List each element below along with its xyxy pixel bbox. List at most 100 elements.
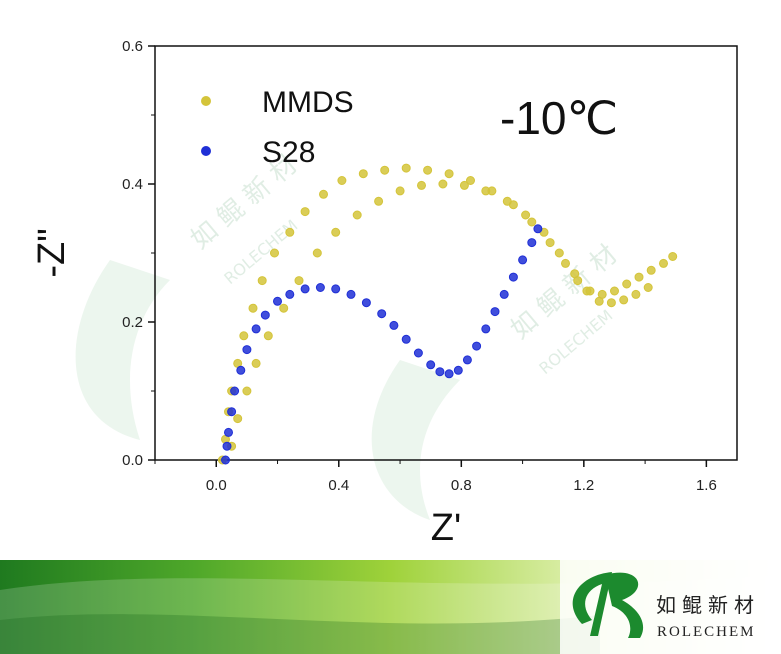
logo-text-en: ROLECHEM xyxy=(657,624,756,640)
data-point xyxy=(646,265,656,275)
data-point xyxy=(377,309,387,319)
data-point xyxy=(401,334,411,344)
series-s28 xyxy=(221,224,543,465)
data-point xyxy=(222,441,232,451)
data-point xyxy=(260,310,270,320)
series-layer xyxy=(217,163,678,465)
company-logo: 如鲲新材 ROLECHEM xyxy=(572,572,756,640)
data-point xyxy=(453,365,463,375)
data-point xyxy=(594,296,604,306)
data-point xyxy=(239,331,249,341)
data-point xyxy=(230,386,240,396)
data-point xyxy=(273,296,282,306)
data-point xyxy=(462,355,472,365)
data-point xyxy=(490,307,500,317)
data-point xyxy=(582,286,592,296)
data-point xyxy=(481,324,491,334)
x-tick-label: 1.6 xyxy=(696,477,717,494)
data-point xyxy=(331,227,341,237)
data-point xyxy=(285,289,295,299)
logo-mark-icon xyxy=(572,572,612,636)
data-point xyxy=(361,298,371,308)
legend-label-s28: S28 xyxy=(262,136,315,169)
data-point xyxy=(554,248,564,258)
data-point xyxy=(331,284,341,294)
data-point xyxy=(263,331,273,341)
data-point xyxy=(257,276,267,286)
data-point xyxy=(545,238,555,248)
data-point xyxy=(668,252,678,261)
data-point xyxy=(459,180,469,190)
legend-marker-s28 xyxy=(201,146,211,156)
data-point xyxy=(413,348,423,358)
data-point xyxy=(233,414,243,424)
data-point xyxy=(315,283,325,292)
data-point xyxy=(499,289,509,299)
watermark: 如 鲲 新 材 ROLECHEM 如 鲲 新 材 ROLECHEM xyxy=(75,150,623,520)
data-point xyxy=(380,165,390,175)
data-point xyxy=(527,217,537,227)
plot-frame xyxy=(154,45,738,461)
data-point xyxy=(242,386,252,396)
data-point xyxy=(395,186,405,196)
data-point xyxy=(438,179,448,189)
data-point xyxy=(423,165,433,175)
y-axis-title: -Z" xyxy=(31,228,73,277)
data-point xyxy=(374,196,384,206)
data-point xyxy=(251,358,261,368)
data-point xyxy=(435,367,445,377)
data-point xyxy=(508,272,518,282)
data-point xyxy=(224,427,233,437)
data-point xyxy=(444,169,454,179)
data-point xyxy=(294,276,304,286)
data-point xyxy=(312,248,322,258)
data-point xyxy=(417,180,426,190)
data-point xyxy=(466,176,475,185)
data-point xyxy=(481,186,491,196)
data-point xyxy=(619,295,629,305)
data-point xyxy=(533,224,543,234)
data-point xyxy=(279,303,289,313)
x-tick-label: 0.0 xyxy=(206,477,227,494)
data-point xyxy=(352,210,362,220)
y-tick-label: 0.4 xyxy=(122,176,143,193)
data-point xyxy=(346,289,356,299)
temperature-annotation: -10℃ xyxy=(500,92,618,144)
y-tick-label: 0.2 xyxy=(122,314,143,331)
x-axis-title: Z' xyxy=(431,507,461,549)
x-tick-label: 0.4 xyxy=(328,477,349,494)
data-point xyxy=(444,369,454,379)
data-point xyxy=(561,258,570,268)
data-point xyxy=(631,289,641,299)
data-point xyxy=(300,284,310,294)
data-point xyxy=(659,258,668,268)
data-point xyxy=(502,196,512,206)
data-point xyxy=(570,269,580,279)
data-point xyxy=(270,248,279,258)
data-point xyxy=(248,303,258,313)
x-axis: 0.0 0.4 0.8 1.2 1.6 xyxy=(154,460,717,494)
data-point xyxy=(319,189,328,199)
data-point xyxy=(610,286,619,296)
data-point xyxy=(285,227,295,237)
data-point xyxy=(221,455,230,465)
data-point xyxy=(426,360,436,370)
data-point xyxy=(472,341,482,351)
x-tick-label: 1.2 xyxy=(573,477,594,494)
legend-label-mmds: MMDS xyxy=(262,86,354,119)
legend: MMDS S28 xyxy=(201,86,354,169)
data-point xyxy=(518,255,528,265)
data-point xyxy=(389,320,399,330)
y-axis: 0.0 0.2 0.4 0.6 xyxy=(122,38,155,469)
data-point xyxy=(300,207,310,217)
data-point xyxy=(337,176,347,185)
data-point xyxy=(236,365,246,375)
data-point xyxy=(401,163,411,173)
data-point xyxy=(622,279,632,289)
data-point xyxy=(251,324,261,334)
data-point xyxy=(606,298,616,308)
data-point xyxy=(521,210,531,220)
data-point xyxy=(634,272,644,282)
x-tick-label: 0.8 xyxy=(451,477,472,494)
